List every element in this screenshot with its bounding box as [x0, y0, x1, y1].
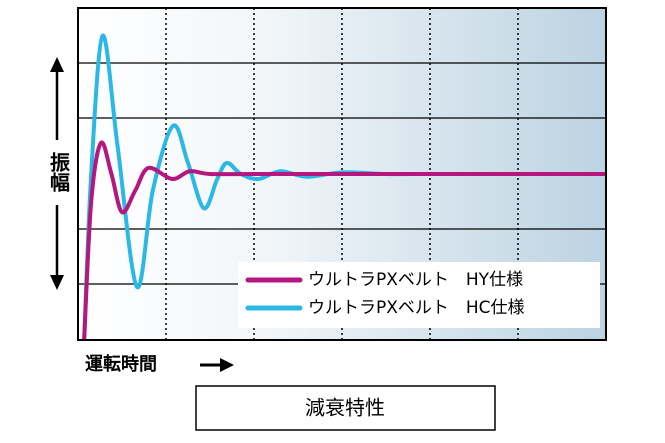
- plot-border: [77, 7, 607, 341]
- arrow-head: [220, 358, 234, 372]
- line-series: [82, 140, 606, 340]
- lines: [82, 33, 606, 340]
- y-axis-label: 振幅: [47, 152, 71, 193]
- arrow-head: [50, 275, 64, 290]
- x-axis-label: 運転時間: [85, 353, 157, 375]
- chart-title: 減衰特性: [305, 396, 385, 420]
- title-box: [195, 385, 496, 431]
- legend-label: ウルトラPXベルト HC仕様: [308, 298, 525, 318]
- arrow-head: [50, 57, 64, 72]
- legend: [238, 262, 600, 328]
- legend-label: ウルトラPXベルト HY仕様: [308, 270, 523, 290]
